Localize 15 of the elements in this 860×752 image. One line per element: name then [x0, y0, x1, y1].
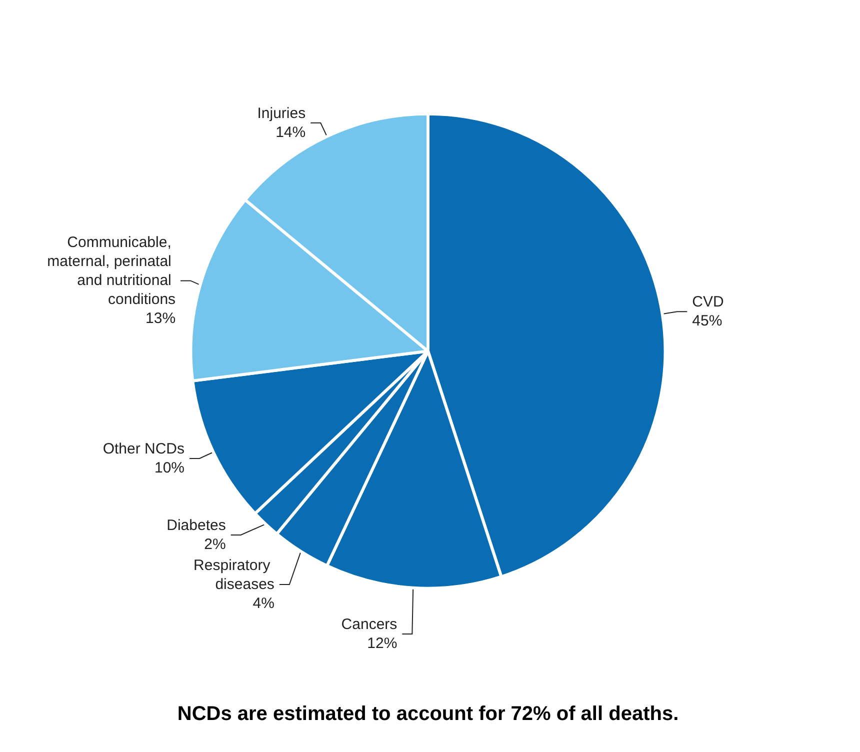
data-label: 12% — [367, 634, 398, 652]
data-label: 2% — [204, 536, 226, 553]
slice-label: Cancers — [341, 616, 398, 633]
slice-label: Injuries — [257, 104, 306, 122]
data-label: 13% — [146, 310, 176, 328]
data-label: 45% — [692, 312, 722, 330]
data-label: 10% — [154, 460, 185, 477]
slice-label: CVD — [692, 294, 724, 311]
slice-label: Communicable, maternal, perinatal and nutritional conditions — [47, 234, 176, 308]
text: NCDs are estimated to account for 72% of all deaths. — [177, 703, 679, 725]
slice-label: Diabetes — [166, 516, 226, 534]
slice-label: Respiratory diseases — [194, 556, 274, 593]
data-label: 4% — [252, 594, 274, 612]
slice-label: Other NCDs — [102, 440, 185, 458]
data-label: 14% — [276, 124, 306, 141]
